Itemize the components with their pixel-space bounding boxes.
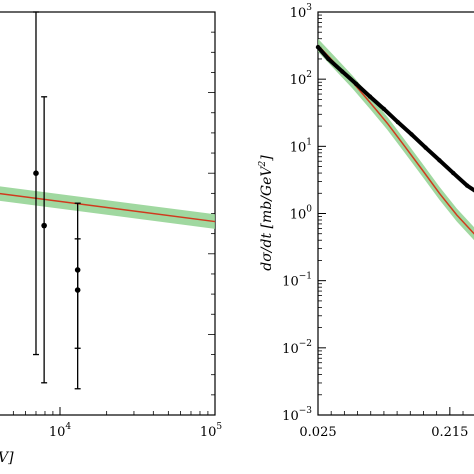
left-marks [0,11,216,390]
right-x-tick-label: 0.215 [431,425,468,440]
left-data-point [74,287,81,293]
right-data-point [367,94,373,99]
left-panel: 104 105 V] [0,11,223,466]
right-data-point [326,56,331,62]
right-y-tick-label: 10−3 [282,406,312,424]
left-x-tick-label-1: 105 [200,422,223,440]
right-y-tick-label: 10−1 [282,272,312,290]
right-y-tick-label: 101 [290,137,312,155]
right-x-tick-labels: 0.025 0.215 [299,425,468,440]
right-data-point [437,158,442,163]
right-ticks [317,11,464,416]
left-model-line [0,192,216,223]
right-data-point [451,170,456,176]
right-y-axis-label: dσ/dt [mb/GeV2] [258,155,275,271]
left-data-point [33,170,39,176]
right-data-point [464,183,470,188]
right-data-point [409,132,414,137]
left-ticks [12,31,216,415]
right-band [318,38,474,241]
right-y-tick-labels: 103 102 101 100 10−1 10−2 10−3 [282,3,312,424]
right-data-point [353,81,359,87]
right-y-tick-label: 103 [290,3,313,21]
left-data-point [41,222,47,229]
right-data-point [315,44,321,50]
right-data-point [381,106,387,112]
right-x-tick-label: 0.025 [299,425,336,440]
right-data-point [395,119,400,125]
right-panel: 103 102 101 100 10−1 10−2 10−3 0.025 0.215 dσ/d… [258,3,474,440]
right-y-tick-label: 102 [290,70,312,88]
left-x-axis-label: V] [0,450,14,466]
right-data-point [423,145,428,150]
right-marks [315,38,474,241]
left-x-tick-label-0: 104 [49,422,72,440]
right-y-tick-label: 10−2 [282,339,312,357]
right-y-tick-label: 100 [290,205,313,223]
right-data-point [340,69,345,74]
